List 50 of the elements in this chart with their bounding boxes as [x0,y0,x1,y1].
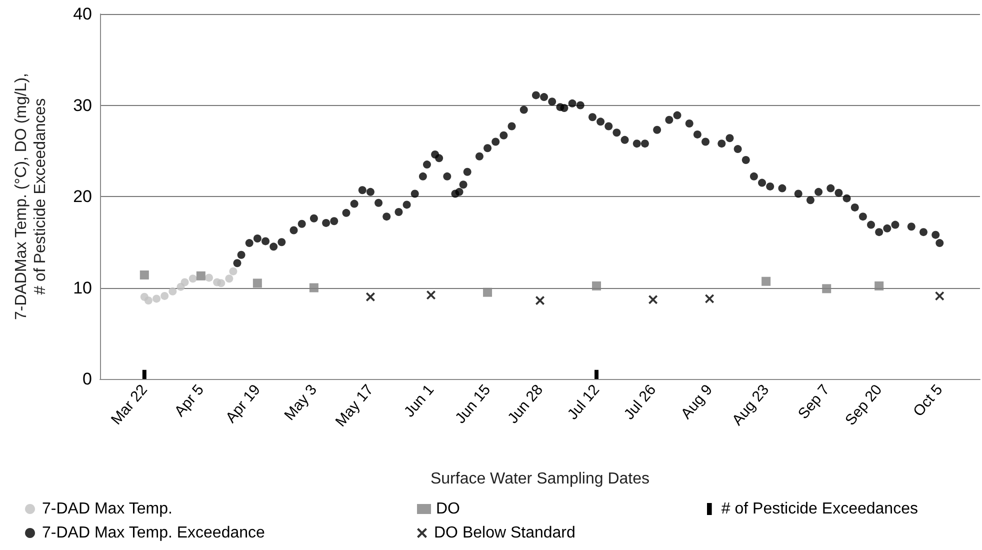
point [592,281,602,290]
legend-label: 7-DAD Max Temp. [42,500,172,518]
legend-label: DO Below Standard [434,524,576,542]
point [935,291,944,300]
point [366,292,375,302]
point [152,294,161,303]
point [822,284,832,294]
legend-label: DO [436,500,460,518]
legend-label: # of Pesticide Exceedances [721,500,918,518]
y-tick-label: 20 [73,187,92,206]
x-tick-label: Aug 9 [678,382,716,422]
y-tick-label: 0 [82,370,92,388]
point [144,296,152,305]
point [160,292,169,300]
x-tick-label: Oct 5 [910,382,946,420]
x-tick-label: Jun 28 [504,382,547,427]
x-axis-title: Surface Water Sampling Dates [430,470,650,488]
x-tick-label: Mar 22 [108,382,151,428]
x-tick-label: Aug 23 [728,382,773,429]
y-tick-label: 10 [73,278,92,298]
point [536,296,544,306]
point [168,287,177,296]
point [252,278,262,288]
point [196,271,206,280]
y-tick-label: 40 [73,4,92,24]
x-tick-label: Jun 1 [400,382,438,421]
point [426,290,436,300]
point [140,270,149,280]
point [180,278,189,286]
point [188,274,197,283]
x-tick-label: Jul 26 [620,382,660,424]
y-axis-title: 7-DADMax Temp. (°C), DO (mg/L), # of Pesticide Exceedances [13,72,49,320]
point [205,274,213,282]
x-tick-label: Sep 20 [842,382,886,429]
x-tick-label: Jun 15 [452,382,494,427]
x-tick-label: Apr 5 [171,382,208,420]
legend-label: 7-DAD Max Temp. Exceedance [42,524,266,542]
point [229,267,238,276]
point [309,283,318,292]
x-tick-label: Sep 7 [794,382,834,422]
x-tick-label: Jul 12 [564,382,604,424]
x-tick-label: Apr 19 [222,382,264,426]
y-tick-label: 30 [73,96,92,115]
point [705,294,714,304]
point [762,276,771,286]
point [483,288,492,297]
point [648,295,658,304]
point [874,281,884,290]
point [225,274,234,283]
point [217,279,226,288]
